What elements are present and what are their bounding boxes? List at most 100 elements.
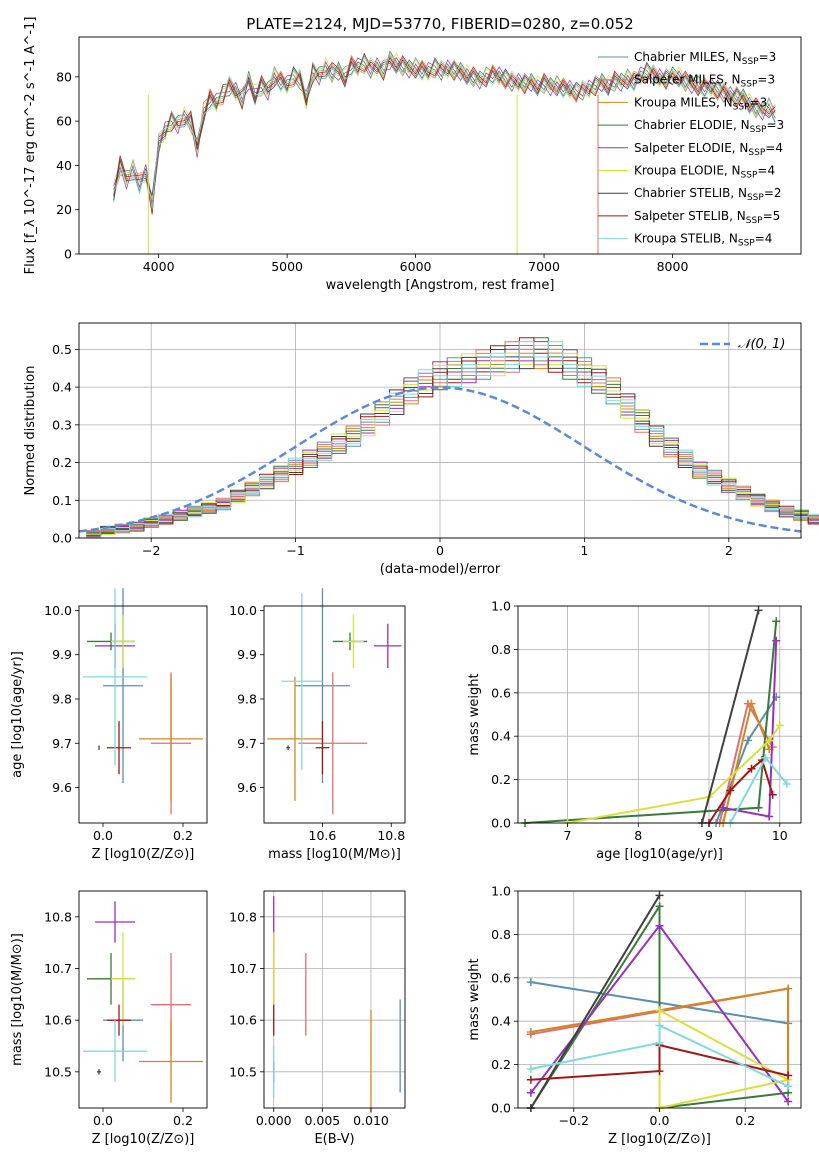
x-tick-label: 0.2 (735, 1113, 755, 1128)
y-tick-label: 9.8 (52, 692, 72, 707)
y-tick-label: 9.9 (237, 647, 257, 662)
x-axis-label: (data-model)/error (380, 562, 501, 577)
x-tick-label: 0.005 (304, 1113, 340, 1128)
axes-frame (78, 890, 208, 1109)
spectrum-panel: 4000 5000 6000 7000 8000 0 20 40 60 80 wavelength … (23, 17, 802, 293)
mass-weight-marker (784, 1082, 793, 1091)
mass-weight-marker (782, 779, 791, 788)
x-tick-label: 2 (725, 543, 733, 558)
spectrum-line (113, 52, 776, 210)
plot-area (521, 606, 791, 827)
y-tick-label: 0 (64, 247, 72, 262)
spectrum-line (113, 52, 776, 200)
mass-weight-marker (765, 736, 774, 745)
legend-entry: Kroupa MILES, NSSP=3 (634, 95, 767, 112)
y-tick-label: 0.5 (52, 342, 72, 357)
mass-weight-marker (526, 1064, 535, 1073)
y-tick-label: 0.2 (52, 455, 72, 470)
mass-weight-marker (772, 617, 781, 626)
age-mass-panel: 10.6 10.8 9.6 9.7 9.8 9.9 10.0 mass [log10(M/M⊙… (229, 588, 406, 862)
x-tick-label: 8000 (657, 259, 689, 274)
mass-weight-line (567, 724, 781, 824)
y-tick-label: 10.7 (44, 961, 72, 976)
axes-frame (78, 322, 802, 539)
y-tick-label: 10.5 (44, 1064, 72, 1079)
y-tick-label: 0.6 (491, 685, 511, 700)
axes-frame (78, 36, 802, 255)
mass-weight-line (701, 610, 760, 824)
y-tick-label: 0.4 (52, 380, 72, 395)
mass-weight-marker (775, 721, 784, 730)
mass-weight-marker (754, 606, 763, 615)
histogram-step (86, 348, 819, 534)
axes-frame (517, 890, 802, 1109)
x-axis-label: Z [log10(Z/Z⊙)] (92, 847, 195, 862)
x-tick-label: −2 (142, 543, 160, 558)
mass-weight-line (530, 1043, 789, 1081)
y-tick-label: 0.0 (491, 1101, 511, 1116)
x-axis-label: Z [log10(Z/Z⊙)] (92, 1132, 195, 1147)
y-tick-label: 10.6 (229, 1013, 257, 1028)
mass-weight-line (658, 1008, 791, 1109)
histogram-step (86, 341, 819, 538)
x-tick-label: 0 (436, 543, 444, 558)
y-tick-label: 10.8 (44, 909, 72, 924)
x-tick-label: −0.2 (559, 1113, 589, 1128)
x-tick-label: 1 (580, 543, 588, 558)
mass-weight-marker (655, 891, 664, 900)
x-axis-label: age [log10(age/yr)] (596, 847, 723, 862)
normal-curve (78, 386, 802, 533)
plot-area (526, 891, 793, 1112)
x-tick-label: 0.010 (353, 1113, 389, 1128)
y-tick-label: 0.1 (52, 493, 72, 508)
x-tick-label: 0.0 (93, 1113, 113, 1128)
x-tick-label: 0.0 (650, 1113, 670, 1128)
legend-entry: Kroupa ELODIE, NSSP=4 (634, 164, 775, 181)
legend-entry: Salpeter ELODIE, NSSP=4 (634, 141, 783, 158)
y-tick-label: 0.2 (491, 772, 511, 787)
mass-weight-marker (747, 699, 756, 708)
mass-weight-marker (655, 921, 664, 930)
y-tick-label: 10.0 (229, 603, 257, 618)
x-tick-label: 5000 (271, 259, 303, 274)
x-tick-label: 10 (772, 828, 788, 843)
y-tick-label: 9.7 (52, 736, 72, 751)
x-tick-label: 0.2 (173, 828, 193, 843)
x-tick-label: −1 (286, 543, 304, 558)
y-tick-label: 10.7 (229, 961, 257, 976)
legend-entry: 𝒩(0, 1) (738, 337, 785, 352)
legend-entry: Chabrier MILES, NSSP=3 (634, 50, 776, 67)
plot-area (273, 896, 401, 1114)
mass-weight-metallicity-panel: −0.2 0.0 0.2 0.0 0.2 0.4 0.6 0.8 1.0 Z [log10(Z/Z… (467, 884, 802, 1147)
histogram-step (86, 341, 819, 534)
y-tick-label: 9.6 (52, 780, 72, 795)
mass-weight-marker (765, 812, 774, 821)
y-tick-label: 1.0 (491, 884, 511, 899)
y-tick-label: 0.2 (491, 1057, 511, 1072)
plot-area (78, 337, 819, 539)
legend-entry: Chabrier ELODIE, NSSP=3 (634, 118, 784, 135)
mass-weight-marker (655, 902, 664, 911)
mass-weight-line (708, 758, 774, 824)
panels: 4000 5000 6000 7000 8000020406080wavelength … (10, 17, 819, 1147)
y-tick-label: 0.3 (52, 417, 72, 432)
mass-ebv-panel: 0.000 0.005 0.010 10.5 10.6 10.7 10.8 E(B-V) (229, 890, 406, 1147)
y-tick-label: 0.0 (52, 531, 72, 546)
legend-entry: Kroupa STELIB, NSSP=4 (634, 232, 772, 249)
mass-weight-marker (526, 1028, 535, 1037)
y-tick-label: 0.6 (491, 970, 511, 985)
plot-area (267, 588, 402, 815)
mass-weight-line (729, 756, 788, 824)
y-tick-label: 0.4 (491, 1014, 511, 1029)
y-tick-label: 10.8 (229, 909, 257, 924)
x-axis-label: wavelength [Angstrom, rest frame] (326, 278, 555, 293)
y-axis-label: mass weight (467, 673, 482, 755)
y-tick-label: 80 (56, 69, 72, 84)
mass-weight-marker (743, 736, 752, 745)
histogram-panel: −2 −1 0 1 2 0.0 0.1 0.2 0.3 0.4 0.5 (data-model)/er… (23, 322, 819, 577)
plot-area (83, 588, 203, 815)
x-tick-label: 0.0 (93, 828, 113, 843)
y-tick-label: 0.0 (491, 816, 511, 831)
y-tick-label: 9.6 (237, 780, 257, 795)
